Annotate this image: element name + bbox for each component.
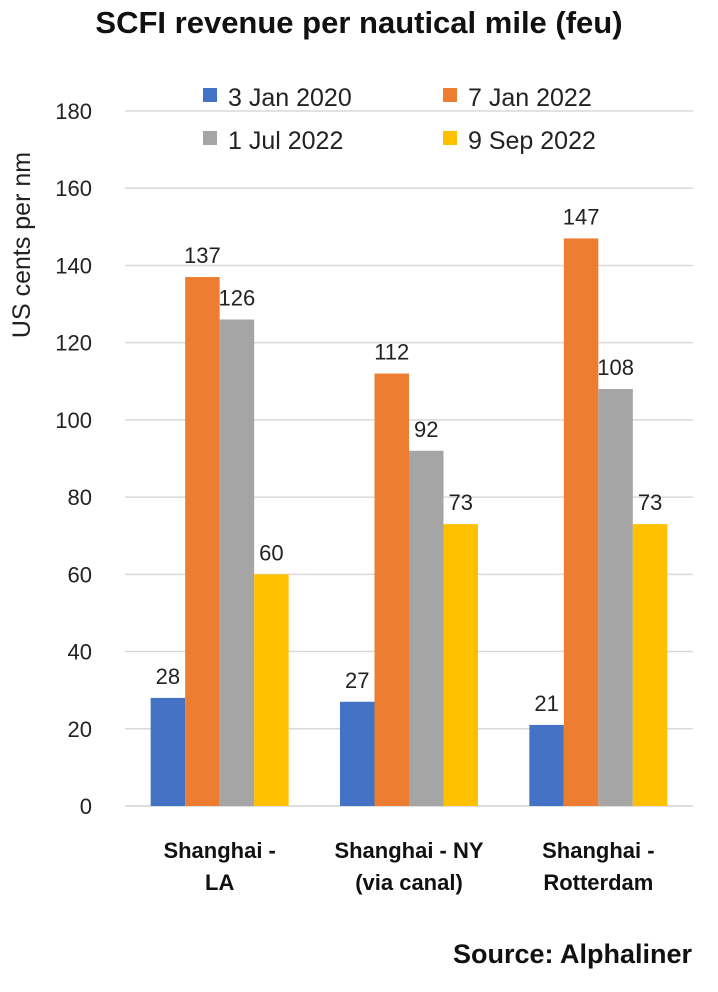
y-tick-label: 20	[68, 717, 92, 742]
y-tick-label: 40	[68, 640, 92, 665]
x-category-label: Shanghai -Rotterdam	[542, 838, 654, 895]
bar	[185, 277, 220, 806]
bar	[254, 574, 289, 806]
legend-swatch	[443, 88, 457, 102]
y-tick-label: 120	[55, 331, 92, 356]
data-label: 60	[259, 540, 283, 565]
chart-title: SCFI revenue per nautical mile (feu)	[95, 5, 622, 40]
bar	[529, 724, 564, 806]
bar	[374, 373, 409, 806]
data-label: 21	[534, 691, 558, 716]
data-label: 92	[414, 417, 438, 442]
y-axis-label: US cents per nm	[8, 152, 36, 338]
legend-label: 1 Jul 2022	[228, 127, 343, 155]
data-label: 108	[597, 355, 634, 380]
legend-item: 1 Jul 2022	[203, 127, 343, 155]
legend-swatch	[203, 131, 217, 145]
y-tick-label: 80	[68, 485, 92, 510]
source-note: Source: Alphaliner	[453, 939, 693, 969]
data-label: 73	[449, 490, 473, 515]
data-label: 112	[374, 340, 409, 365]
bars	[150, 238, 668, 806]
legend-swatch	[203, 88, 217, 102]
legend-swatch	[443, 131, 457, 145]
legend-label: 3 Jan 2020	[228, 84, 352, 112]
data-label: 27	[345, 668, 369, 693]
x-category-label: Shanghai -LA	[163, 838, 275, 895]
data-label: 147	[563, 204, 600, 229]
legend: 3 Jan 2020 7 Jan 2022 1 Jul 2022 9 Sep 2022	[203, 84, 596, 155]
legend-item: 9 Sep 2022	[443, 127, 596, 155]
bar	[443, 524, 478, 806]
data-label: 28	[156, 664, 180, 689]
bar	[219, 319, 255, 806]
x-axis-categories: Shanghai -LA Shanghai - NY (via canal) Shan…	[163, 838, 654, 895]
y-tick-label: 160	[55, 176, 92, 201]
y-tick-label: 100	[55, 408, 92, 433]
legend-label: 7 Jan 2022	[468, 84, 592, 112]
y-tick-label: 180	[55, 99, 92, 124]
bar	[632, 524, 668, 806]
bar	[563, 238, 599, 806]
data-label: 73	[638, 490, 662, 515]
legend-item: 3 Jan 2020	[203, 84, 352, 112]
y-tick-label: 0	[80, 794, 92, 819]
x-category-label: Shanghai - NY (via canal)	[334, 838, 483, 895]
data-labels: 28 27 21 137 112 147 126 92 108 60 73 73	[156, 204, 663, 716]
legend-item: 7 Jan 2022	[443, 84, 592, 112]
bar	[150, 697, 186, 806]
bar	[340, 701, 375, 806]
y-axis-ticks: 0 20 40 60 80 100 120 140 160 180	[55, 99, 92, 819]
bar	[598, 389, 633, 806]
y-tick-label: 140	[55, 253, 92, 278]
bar	[409, 450, 444, 806]
data-label: 137	[184, 243, 221, 268]
y-tick-label: 60	[68, 562, 92, 587]
legend-label: 9 Sep 2022	[468, 127, 596, 155]
data-label: 126	[219, 286, 256, 311]
